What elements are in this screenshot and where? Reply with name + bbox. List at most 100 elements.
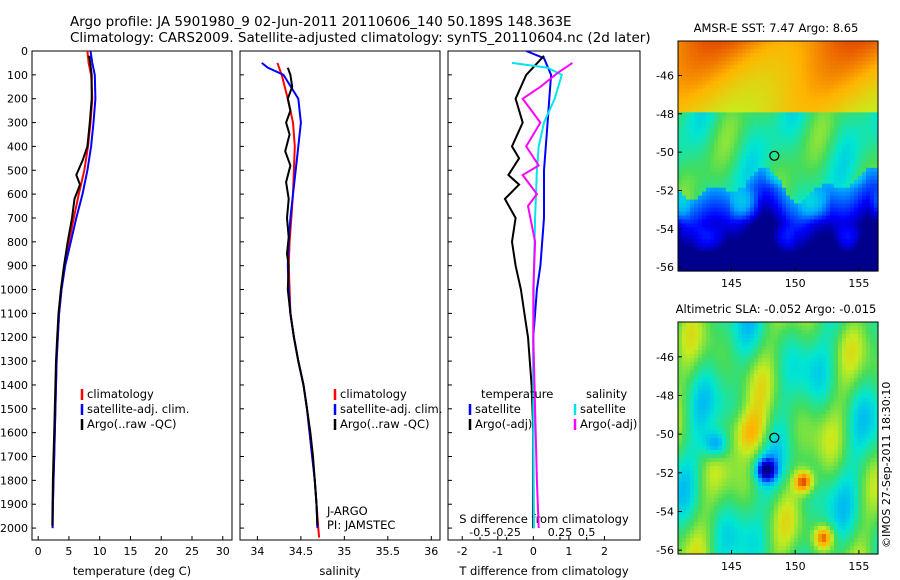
- map-cell: [738, 239, 743, 244]
- map-cell: [706, 418, 711, 423]
- map-cell: [694, 76, 699, 82]
- map-cell: [710, 390, 715, 395]
- map-cell: [698, 434, 703, 439]
- map-cell: [786, 100, 791, 106]
- map-cell: [854, 88, 859, 94]
- map-cell: [682, 346, 687, 351]
- map-cell: [818, 88, 823, 94]
- map-cell: [790, 374, 795, 379]
- map-cell: [762, 251, 767, 256]
- map-cell: [806, 462, 811, 467]
- map-cell: [682, 108, 687, 113]
- map-cell: [778, 251, 783, 256]
- map-cell: [858, 354, 863, 359]
- map-cell: [778, 235, 783, 240]
- map-cell: [826, 104, 831, 110]
- map-cell: [774, 108, 779, 113]
- map-cell: [726, 211, 731, 217]
- map-cell: [738, 382, 743, 387]
- map-cell: [798, 108, 803, 113]
- map-cell: [698, 330, 703, 335]
- map-cell: [754, 350, 759, 355]
- map-cell: [710, 88, 715, 94]
- map-cell: [722, 128, 727, 133]
- map-cell: [850, 322, 855, 327]
- map-cell: [718, 350, 723, 355]
- map-cell: [774, 251, 779, 256]
- map-cell: [698, 442, 703, 447]
- map-cell: [770, 398, 775, 403]
- map-cell: [734, 231, 739, 236]
- map-cell: [682, 195, 687, 201]
- map-cell: [678, 163, 683, 169]
- map-cell: [866, 342, 871, 347]
- map-cell: [842, 386, 847, 391]
- map-cell: [854, 410, 859, 415]
- map-cell: [686, 386, 691, 391]
- map-cell: [714, 207, 719, 213]
- map-cell: [786, 215, 791, 221]
- map-cell: [798, 247, 803, 252]
- map-cell: [734, 422, 739, 427]
- map-cell: [778, 255, 783, 260]
- map-cell: [786, 191, 791, 197]
- map-cell: [774, 362, 779, 367]
- map-cell: [770, 235, 775, 240]
- map-cell: [798, 255, 803, 260]
- map-cell: [762, 223, 767, 228]
- map-cell: [798, 132, 803, 137]
- map-cell: [822, 175, 827, 181]
- map-cell: [778, 128, 783, 133]
- map-cell: [774, 394, 779, 399]
- map-cell: [858, 179, 863, 185]
- map-cell: [758, 402, 763, 407]
- map-cell: [750, 167, 755, 173]
- map-cell: [790, 247, 795, 252]
- map-cell: [762, 326, 767, 331]
- map-cell: [710, 418, 715, 423]
- map-cell: [702, 334, 707, 339]
- map-cell: [842, 195, 847, 201]
- map-cell: [802, 128, 807, 133]
- map-cell: [742, 350, 747, 355]
- map-cell: [806, 406, 811, 411]
- map-cell: [702, 342, 707, 347]
- map-cell: [778, 458, 783, 463]
- map-cell: [686, 450, 691, 455]
- map-cell: [826, 334, 831, 339]
- map-cell: [842, 171, 847, 177]
- map-cell: [794, 426, 799, 431]
- map-cell: [786, 322, 791, 327]
- map-cell: [822, 48, 827, 54]
- map-cell: [870, 80, 875, 86]
- map-cell: [822, 104, 827, 110]
- map-cell: [730, 386, 735, 391]
- map-cell: [838, 76, 843, 82]
- map-cell: [714, 96, 719, 102]
- map-cell: [782, 466, 787, 471]
- map-cell: [762, 116, 767, 121]
- map-cell: [750, 426, 755, 431]
- map-cell: [758, 156, 763, 161]
- map-cell: [842, 346, 847, 351]
- map-cell: [758, 454, 763, 459]
- map-cell: [694, 259, 699, 264]
- map-cell: [758, 362, 763, 367]
- map-cell: [730, 183, 735, 189]
- map-cell: [710, 171, 715, 177]
- map-cell: [806, 466, 811, 471]
- map-cell: [742, 382, 747, 387]
- map-cell: [826, 223, 831, 228]
- map-cell: [738, 227, 743, 232]
- map-cell: [870, 84, 875, 90]
- map-cell: [862, 128, 867, 133]
- map-cell: [702, 68, 707, 74]
- map-cell: [806, 96, 811, 102]
- map-cell: [830, 56, 835, 62]
- map-cell: [826, 64, 831, 70]
- map-cell: [846, 462, 851, 467]
- map-cell: [810, 195, 815, 201]
- map-cell: [710, 330, 715, 335]
- map-cell: [806, 140, 811, 145]
- map-cell: [818, 104, 823, 110]
